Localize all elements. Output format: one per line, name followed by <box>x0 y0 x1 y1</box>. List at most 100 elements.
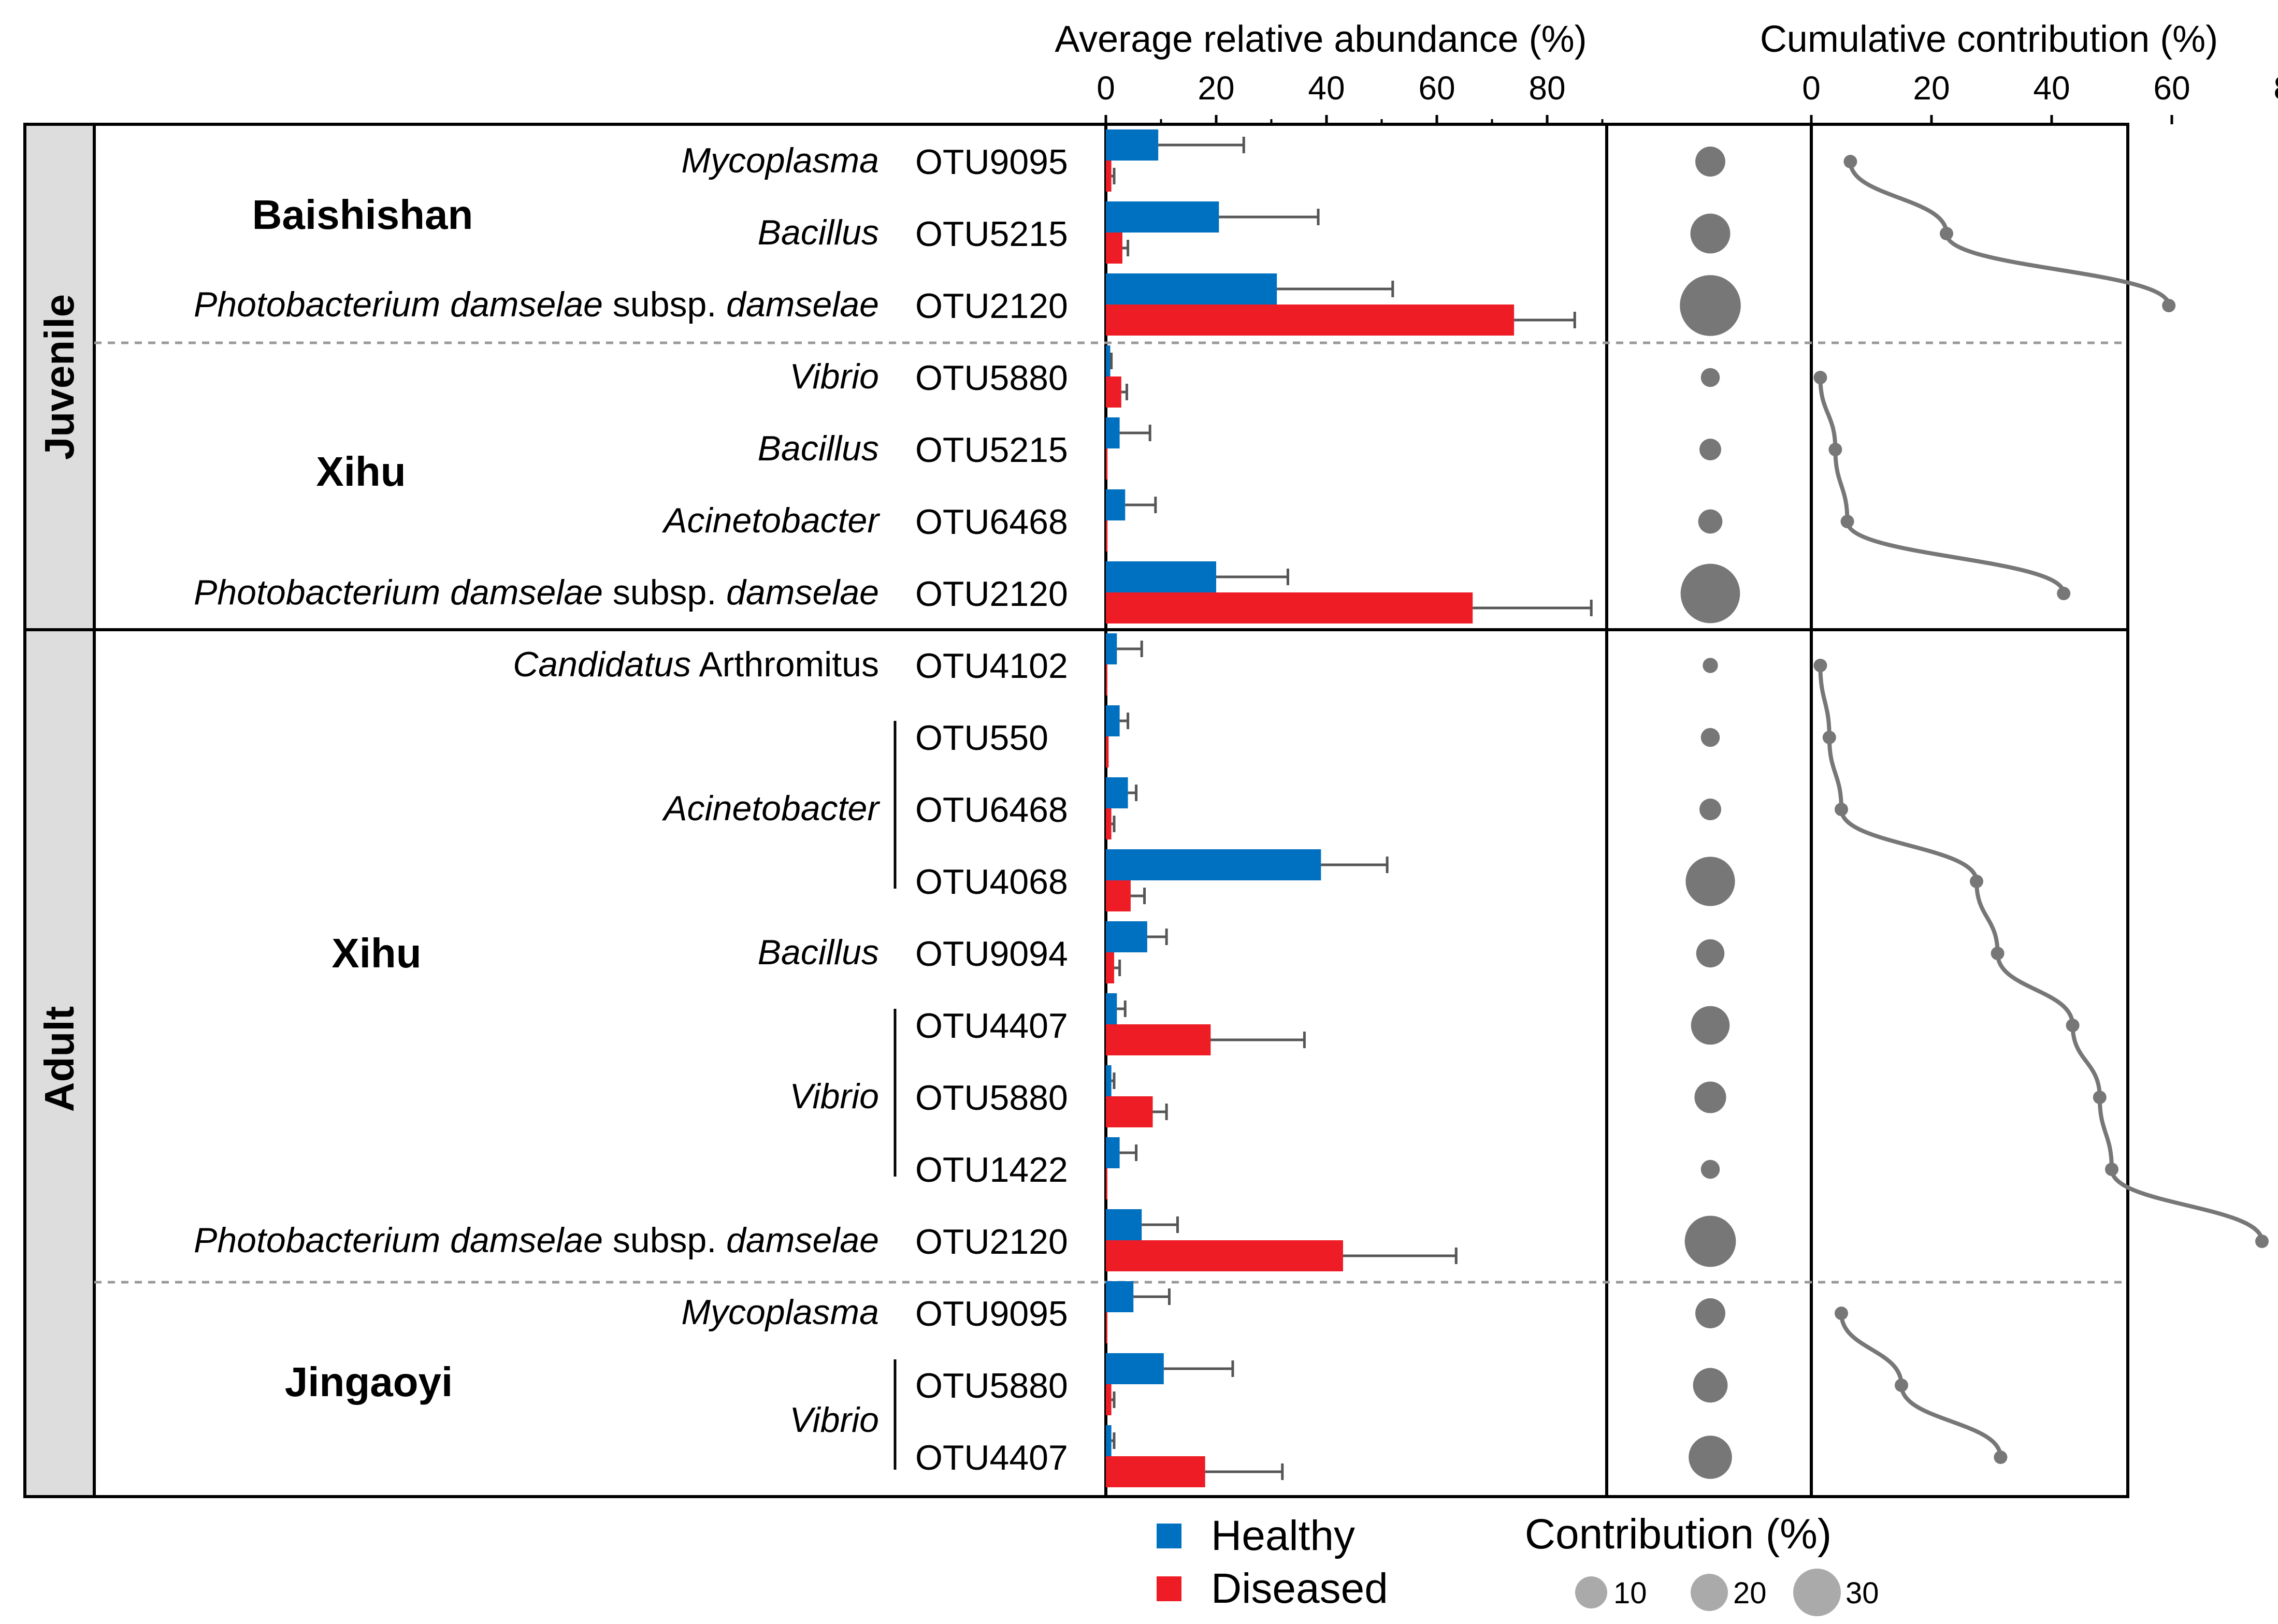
error-bar-diseased <box>1514 312 1576 328</box>
contribution-dot <box>1695 1298 1725 1328</box>
contribution-dot <box>1694 1081 1726 1113</box>
genus-label: Vibrio <box>789 1077 879 1116</box>
bar-axis-tick-label: 60 <box>1418 69 1455 107</box>
legend-healthy-label: Healthy <box>1211 1512 1355 1559</box>
bar-diseased <box>1106 664 1107 695</box>
genus-label-species: Photobacterium damselae <box>194 573 603 612</box>
error-bar-healthy <box>1119 425 1151 441</box>
otu-label: OTU4102 <box>915 646 1068 686</box>
genus-label: Mycoplasma <box>681 1293 879 1332</box>
otu-label: OTU2120 <box>915 1222 1068 1262</box>
site-label-jingaoyi: Jingaoyi <box>285 1359 453 1405</box>
bar-diseased <box>1106 233 1122 264</box>
error-bar-healthy <box>1125 497 1157 513</box>
bar-healthy <box>1106 417 1120 448</box>
error-bar-diseased <box>1152 1104 1168 1120</box>
cumulative-line <box>1818 377 2066 594</box>
genus-label: Vibrio <box>789 357 879 396</box>
error-bar-healthy <box>1111 1072 1116 1089</box>
genus-label: Candidatus Arthromitus <box>513 645 879 684</box>
error-bar-healthy <box>1163 1360 1234 1377</box>
legend-diseased-swatch <box>1157 1576 1181 1601</box>
cum-axis-tick-label: 20 <box>1913 69 1950 107</box>
cumulative-point <box>1828 443 1842 456</box>
bar-diseased <box>1106 1096 1153 1127</box>
bar-axis-title: Average relative abundance (%) <box>1055 19 1587 60</box>
error-bar-healthy <box>1117 641 1143 657</box>
bar-diseased <box>1106 520 1108 552</box>
error-bar-healthy <box>1277 281 1394 297</box>
cumulative-point <box>2066 1019 2080 1032</box>
error-bar-healthy <box>1321 857 1389 873</box>
otu-label: OTU6468 <box>915 502 1068 542</box>
error-bar-healthy <box>1117 1001 1127 1017</box>
bar-healthy <box>1106 849 1321 880</box>
bar-healthy <box>1106 489 1126 520</box>
bar-diseased <box>1106 1240 1343 1271</box>
cumulative-line <box>1818 665 2264 1242</box>
otu-label: OTU5215 <box>915 214 1068 254</box>
legend-size-dot-10 <box>1575 1576 1607 1608</box>
error-bar-diseased <box>1343 1248 1458 1264</box>
cum-axis-tick-label: 0 <box>1802 69 1821 107</box>
contribution-dot <box>1703 658 1718 673</box>
contribution-dot <box>1695 147 1725 177</box>
otu-label: OTU550 <box>915 718 1048 758</box>
bar-healthy <box>1106 1281 1134 1312</box>
bar-healthy <box>1106 1353 1164 1384</box>
genus-label-subsp: subsp. <box>603 1221 726 1260</box>
otu-label: OTU9095 <box>915 142 1068 182</box>
genus-label: Mycoplasma <box>681 141 879 180</box>
cumulative-point <box>1994 1451 2008 1464</box>
otu-label: OTU4407 <box>915 1006 1068 1046</box>
otu-label: OTU4407 <box>915 1438 1068 1477</box>
otu-label: OTU2120 <box>915 286 1068 326</box>
contribution-dot <box>1680 563 1740 624</box>
otu-label: OTU9095 <box>915 1294 1068 1333</box>
site-label-xihu-juvenile: Xihu <box>316 448 406 495</box>
otu-label: OTU9094 <box>915 934 1068 974</box>
otu-label: OTU2120 <box>915 574 1068 614</box>
bar-healthy <box>1106 1209 1142 1240</box>
bar-diseased <box>1106 304 1515 336</box>
error-bar-healthy <box>1158 137 1245 153</box>
cumulative-point <box>1835 803 1848 816</box>
cum-axis-tick-label: 40 <box>2033 69 2070 107</box>
contribution-dot <box>1693 1368 1728 1403</box>
bar-healthy <box>1106 993 1117 1024</box>
error-bar-diseased <box>1111 168 1116 184</box>
bar-axis-tick-label: 20 <box>1198 69 1234 107</box>
legend-healthy-swatch <box>1157 1524 1181 1548</box>
error-bar-diseased <box>1111 816 1116 832</box>
genus-label-subspecies: damselae <box>726 285 879 324</box>
cumulative-point <box>1970 875 1983 888</box>
contribution-dot <box>1700 728 1720 747</box>
cumulative-point <box>1822 731 1836 744</box>
contribution-dots <box>1680 147 1741 1479</box>
genus-label-species: Photobacterium damselae <box>194 1221 603 1260</box>
bars <box>1106 129 1593 1487</box>
genus-label: Acinetobacter <box>661 789 880 828</box>
cumulative-point <box>1895 1379 1908 1392</box>
site-label-xihu-adult: Xihu <box>331 930 421 976</box>
cum-axis-tick-label: 60 <box>2153 69 2190 107</box>
legend-size-title: Contribution (%) <box>1525 1511 1832 1558</box>
contribution-dot <box>1700 368 1720 387</box>
cumulative-point <box>1840 515 1854 528</box>
error-bar-healthy <box>1216 569 1289 585</box>
bar-diseased <box>1106 1456 1205 1487</box>
plot-frame <box>23 123 2129 1498</box>
otu-label: OTU4068 <box>915 862 1068 902</box>
contribution-dot <box>1699 798 1722 821</box>
error-bar-healthy <box>1219 209 1320 225</box>
otu-label: OTU5215 <box>915 430 1068 470</box>
cumulative-point <box>1835 1307 1848 1320</box>
error-bar-healthy <box>1128 785 1138 801</box>
stage-label-adult: Adult <box>36 1006 82 1112</box>
otu-label: OTU5880 <box>915 1366 1068 1405</box>
bar-axis-tick-label: 40 <box>1308 69 1345 107</box>
bar-diseased <box>1106 448 1108 480</box>
genus-label: Bacillus <box>758 429 879 468</box>
bar-diseased <box>1106 592 1473 624</box>
